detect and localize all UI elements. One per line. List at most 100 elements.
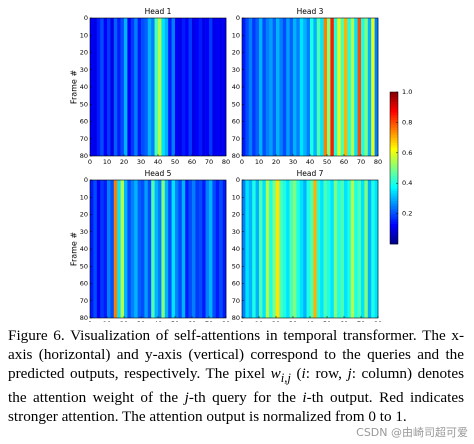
heat-column xyxy=(248,180,253,318)
heat-column xyxy=(168,180,172,318)
heat-column xyxy=(265,18,270,156)
heat-column xyxy=(219,18,223,156)
heat-column xyxy=(198,180,203,318)
heat-column xyxy=(354,18,358,156)
colorbar-segment xyxy=(390,170,398,174)
x-tick-label: 30 xyxy=(137,320,145,322)
heat-column xyxy=(327,18,331,156)
heat-column xyxy=(195,18,200,156)
heat-column xyxy=(282,18,287,156)
heat-column xyxy=(296,18,301,156)
y-tick-label: 70 xyxy=(80,297,88,305)
heat-column xyxy=(361,18,365,156)
heat-column xyxy=(209,18,213,156)
heat-column xyxy=(330,180,335,318)
heat-column xyxy=(286,18,290,156)
colorbar-segment xyxy=(390,122,398,126)
heat-column xyxy=(215,18,220,156)
heat-column xyxy=(306,18,311,156)
colorbar-segment xyxy=(390,147,398,151)
heat-column xyxy=(151,180,155,318)
y-tick-label: 0 xyxy=(236,176,240,184)
x-tick-label: 0 xyxy=(88,320,92,322)
colorbar-tick-label: 0.6 xyxy=(402,149,412,157)
colorbar-segment xyxy=(390,206,398,209)
watermark: CSDN @由崎司超可爱 xyxy=(356,426,468,439)
heat-column xyxy=(161,180,166,318)
heat-column xyxy=(158,18,162,156)
x-tick-label: 20 xyxy=(120,320,128,322)
x-tick-label: 20 xyxy=(272,158,280,166)
heat-column xyxy=(212,18,217,156)
y-tick-label: 40 xyxy=(232,83,240,91)
heat-column xyxy=(171,180,176,318)
caption-math: i xyxy=(302,389,307,407)
colorbar-segment xyxy=(390,157,398,161)
y-tick-label: 70 xyxy=(232,135,240,143)
heat-column xyxy=(161,18,166,156)
heat-column xyxy=(134,180,138,318)
heat-column xyxy=(144,18,149,156)
figure: Head 10 10 20 30 40 50 60 70 8001020304050607080… xyxy=(70,7,413,322)
heat-column xyxy=(215,180,220,318)
heat-column xyxy=(248,18,253,156)
colorbar-segment xyxy=(390,119,398,123)
y-tick-label: 40 xyxy=(80,245,88,253)
heat-column xyxy=(303,18,307,156)
y-tick-label: 30 xyxy=(80,228,88,236)
heat-column xyxy=(110,180,115,318)
x-tick-label: 0 xyxy=(240,158,244,166)
colorbar-segment xyxy=(390,97,398,100)
colorbar-segment xyxy=(390,155,398,159)
y-tick-label: 80 xyxy=(80,314,88,322)
heat-column xyxy=(127,18,132,156)
colorbar-segment xyxy=(390,238,398,242)
colorbar-segment xyxy=(390,114,398,118)
y-tick-label: 20 xyxy=(232,49,240,57)
panel-title: Head 7 xyxy=(297,169,324,178)
colorbar-segment xyxy=(390,233,398,237)
colorbar-segment xyxy=(390,152,398,156)
colorbar-segment xyxy=(390,190,398,194)
x-tick-label: 60 xyxy=(340,158,348,166)
colorbar-segment xyxy=(390,185,398,189)
y-tick-label: 10 xyxy=(232,31,240,39)
heat-column xyxy=(276,18,280,156)
heat-column xyxy=(364,180,369,318)
heat-column xyxy=(259,18,263,156)
heat-column xyxy=(219,180,223,318)
colorbar-segment xyxy=(390,231,398,235)
heat-column xyxy=(293,180,297,318)
colorbar-segment xyxy=(390,142,398,146)
colorbar-segment xyxy=(390,226,398,230)
x-tick-label: 10 xyxy=(255,320,263,322)
x-tick-label: 0 xyxy=(88,158,92,166)
heat-column xyxy=(374,180,379,318)
x-tick-label: 80 xyxy=(374,158,382,166)
colorbar-segment xyxy=(390,104,398,108)
heat-column xyxy=(327,180,331,318)
x-tick-label: 80 xyxy=(222,158,230,166)
heat-column xyxy=(276,180,280,318)
colorbar-tick-label: 0.4 xyxy=(402,179,412,187)
heat-column xyxy=(113,18,118,156)
colorbar-segment xyxy=(390,175,398,179)
x-tick-label: 40 xyxy=(306,158,314,166)
x-tick-label: 60 xyxy=(188,158,196,166)
x-tick-label: 70 xyxy=(205,158,213,166)
x-tick-label: 0 xyxy=(240,320,244,322)
heat-column xyxy=(313,18,318,156)
x-tick-label: 30 xyxy=(289,320,297,322)
y-tick-label: 80 xyxy=(232,152,240,160)
heat-column xyxy=(198,18,203,156)
heat-column xyxy=(337,18,341,156)
panel-title: Head 1 xyxy=(145,7,172,16)
y-tick-label: 60 xyxy=(80,118,88,126)
heat-column xyxy=(344,180,348,318)
heat-column xyxy=(188,18,193,156)
heat-column xyxy=(313,180,318,318)
heat-column xyxy=(367,18,372,156)
y-tick-label: 10 xyxy=(80,31,88,39)
heat-column xyxy=(306,180,311,318)
heat-column xyxy=(350,180,355,318)
